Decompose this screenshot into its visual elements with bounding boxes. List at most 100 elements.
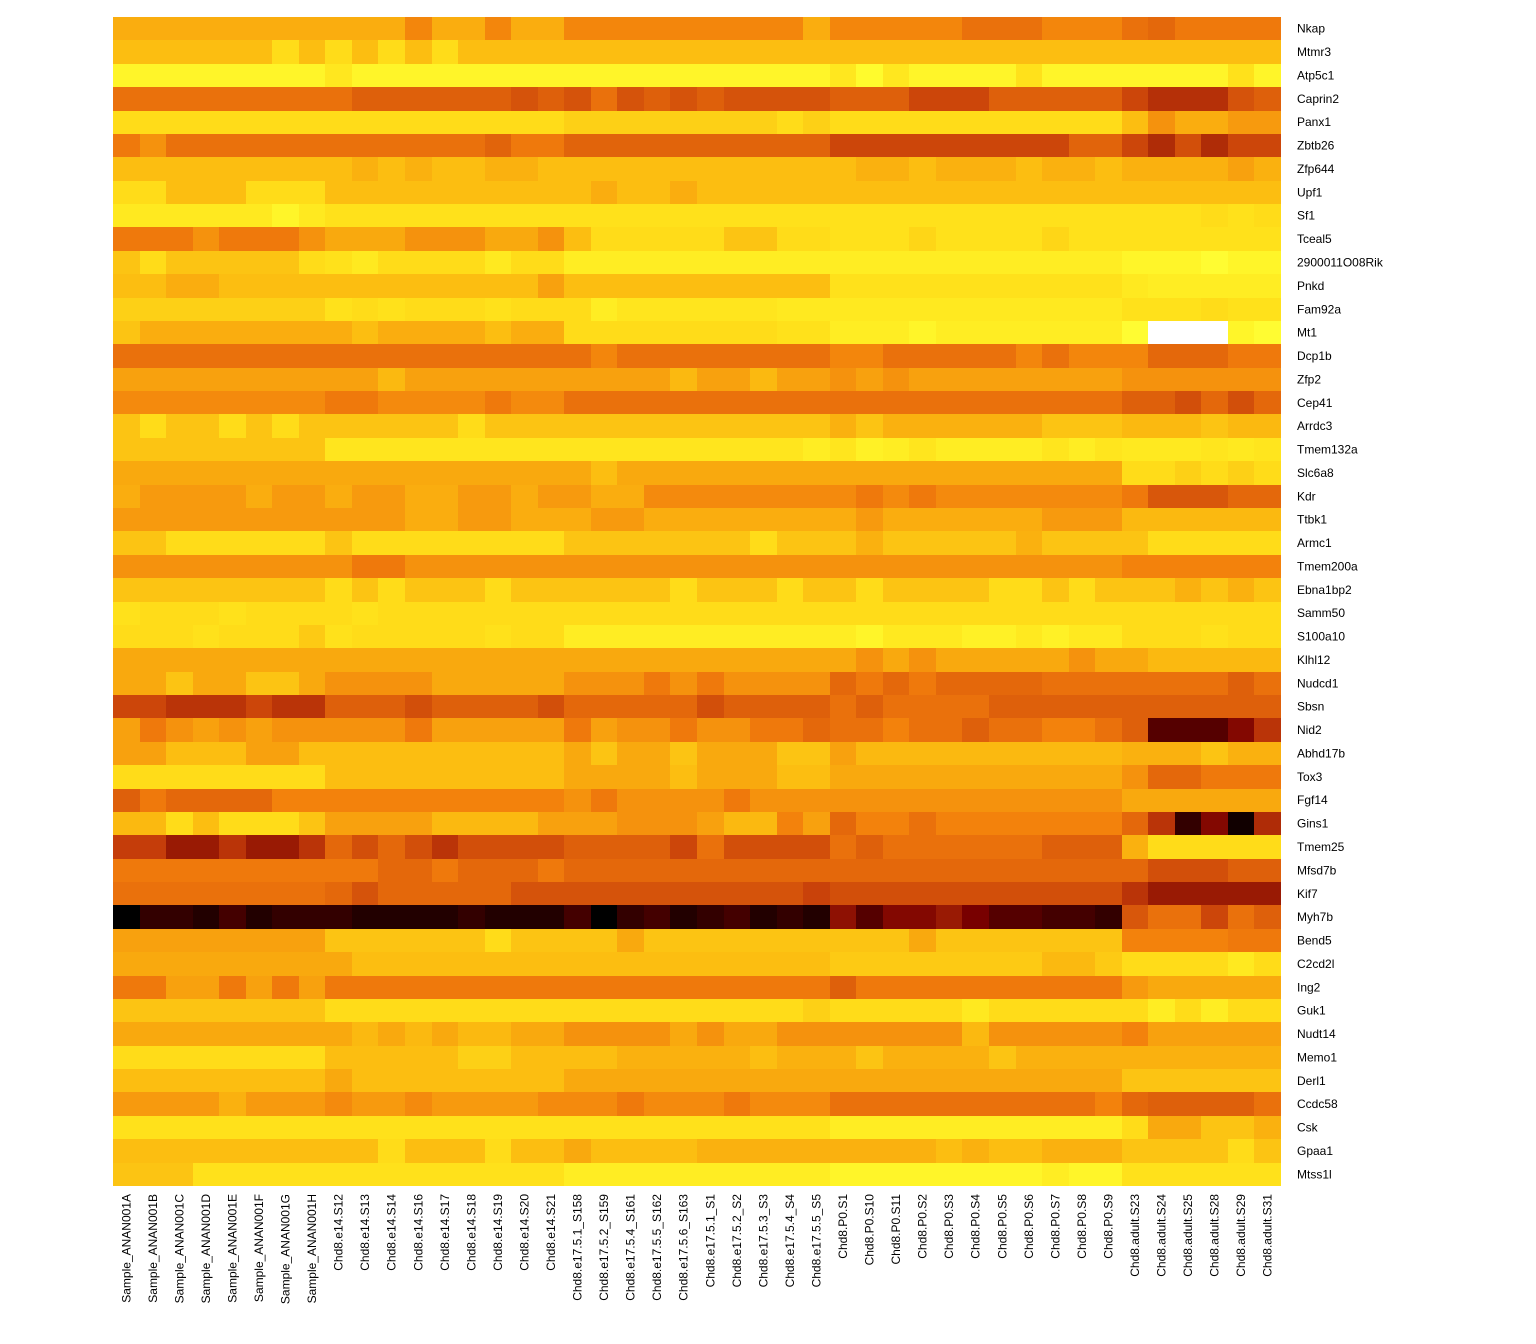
heatmap-cell	[803, 414, 830, 438]
heatmap-cell	[564, 742, 591, 765]
row-label: Tox3	[1297, 770, 1323, 784]
heatmap-cell	[1122, 321, 1148, 344]
heatmap-cell	[325, 1046, 352, 1069]
heatmap-cell	[644, 952, 670, 976]
heatmap-cell	[166, 835, 193, 859]
heatmap-cell	[617, 87, 644, 111]
heatmap-cell	[670, 531, 697, 555]
heatmap-cell	[538, 321, 564, 344]
heatmap-cell	[1016, 204, 1042, 227]
heatmap-cell	[1201, 742, 1228, 765]
heatmap-cell	[1069, 789, 1095, 812]
heatmap-cell	[1148, 602, 1175, 625]
heatmap-cell	[617, 227, 644, 251]
heatmap-cell	[325, 1092, 352, 1116]
heatmap-cell	[1254, 952, 1281, 976]
heatmap-cell	[883, 1022, 909, 1046]
heatmap-cell	[803, 64, 830, 87]
heatmap-cell	[272, 602, 299, 625]
heatmap-cell	[909, 391, 936, 414]
heatmap-cell	[538, 905, 564, 929]
column-label: Chd8.adult.S23	[1128, 1194, 1142, 1277]
heatmap-cell	[246, 999, 272, 1022]
heatmap-cell	[405, 1116, 432, 1139]
heatmap-cell	[325, 344, 352, 368]
heatmap-cell	[1122, 648, 1148, 672]
heatmap-cell	[1016, 134, 1042, 157]
heatmap-cell	[909, 508, 936, 531]
heatmap-cell	[1254, 391, 1281, 414]
heatmap-cell	[1069, 344, 1095, 368]
heatmap-cell	[883, 1163, 909, 1186]
heatmap-cell	[803, 999, 830, 1022]
heatmap-cell	[1201, 602, 1228, 625]
heatmap-cell	[724, 718, 750, 742]
heatmap-cell	[485, 227, 511, 251]
heatmap-cell	[564, 555, 591, 578]
heatmap-cell	[1254, 531, 1281, 555]
heatmap-cell	[140, 1046, 166, 1069]
heatmap-cell	[1069, 742, 1095, 765]
heatmap-cell	[432, 17, 458, 40]
heatmap-cell	[246, 1046, 272, 1069]
heatmap-cell	[272, 882, 299, 905]
heatmap-cell	[325, 742, 352, 765]
heatmap-cell	[564, 87, 591, 111]
heatmap-cell	[458, 344, 485, 368]
heatmap-cell	[378, 695, 405, 718]
heatmap-cell	[219, 251, 246, 274]
heatmap-cell	[538, 999, 564, 1022]
heatmap-cell	[989, 742, 1016, 765]
heatmap-cell	[1016, 391, 1042, 414]
heatmap-cell	[777, 40, 803, 64]
heatmap-cell	[1254, 976, 1281, 999]
heatmap-cell	[830, 789, 856, 812]
heatmap-cell	[1148, 555, 1175, 578]
heatmap-cell	[352, 157, 378, 181]
heatmap-cell	[909, 905, 936, 929]
heatmap-cell	[962, 64, 989, 87]
heatmap-cell	[1254, 1069, 1281, 1092]
heatmap-cell	[511, 765, 538, 789]
heatmap-cell	[511, 485, 538, 508]
heatmap-cell	[962, 274, 989, 298]
heatmap-cell	[246, 391, 272, 414]
heatmap-cell	[1069, 251, 1095, 274]
heatmap-cell	[352, 1022, 378, 1046]
heatmap-cell	[697, 485, 724, 508]
heatmap-cell	[1201, 368, 1228, 391]
heatmap-cell	[219, 181, 246, 204]
heatmap-cell	[352, 17, 378, 40]
heatmap-cell	[909, 414, 936, 438]
heatmap-cell	[511, 1022, 538, 1046]
heatmap-cell	[193, 438, 219, 461]
heatmap-cell	[1201, 181, 1228, 204]
heatmap-cell	[1122, 905, 1148, 929]
heatmap-cell	[272, 672, 299, 695]
heatmap-cell	[1042, 1139, 1069, 1163]
heatmap-cell	[405, 789, 432, 812]
heatmap-cell	[405, 625, 432, 648]
row-label: Tmem200a	[1297, 559, 1358, 573]
heatmap-cell	[538, 485, 564, 508]
heatmap-cell	[272, 391, 299, 414]
heatmap-cell	[1016, 718, 1042, 742]
heatmap-cell	[458, 461, 485, 485]
heatmap-cell	[697, 321, 724, 344]
heatmap-cell	[989, 765, 1016, 789]
row-label: Dcp1b	[1297, 349, 1332, 363]
heatmap-cell	[803, 391, 830, 414]
heatmap-cell	[1148, 344, 1175, 368]
heatmap-cell	[485, 157, 511, 181]
heatmap-cell	[644, 718, 670, 742]
heatmap-cell	[1201, 999, 1228, 1022]
heatmap-cell	[485, 648, 511, 672]
heatmap-cell	[1254, 672, 1281, 695]
heatmap-cell	[140, 181, 166, 204]
heatmap-cell	[697, 344, 724, 368]
heatmap-cell	[803, 1116, 830, 1139]
heatmap-cell	[378, 1046, 405, 1069]
heatmap-cell	[140, 859, 166, 882]
heatmap-cell	[564, 789, 591, 812]
heatmap-cell	[246, 134, 272, 157]
